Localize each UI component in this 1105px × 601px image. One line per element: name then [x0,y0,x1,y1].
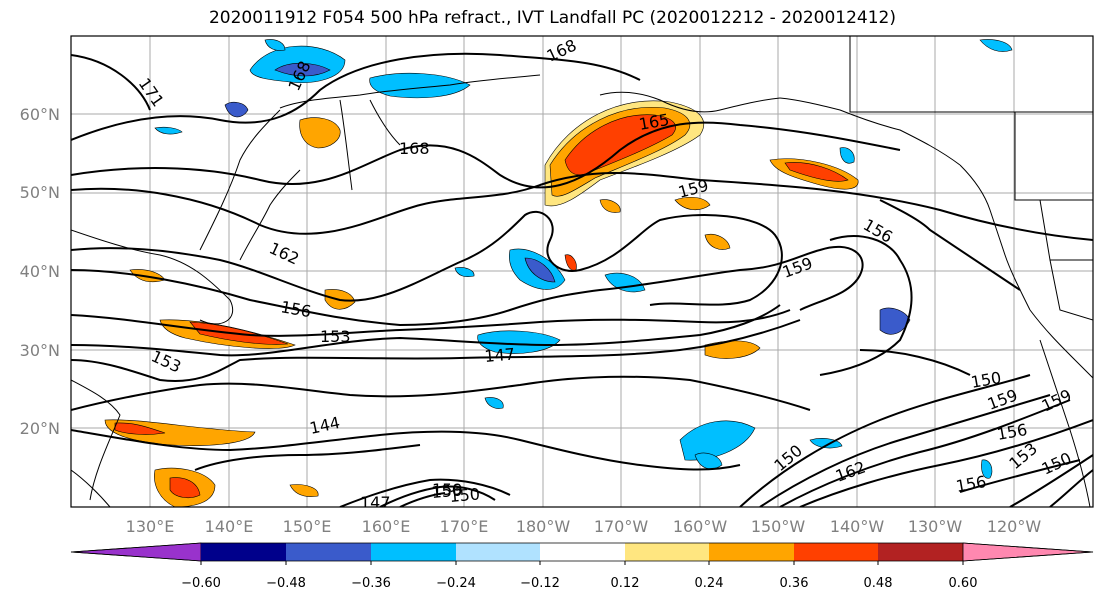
coastlines [71,36,1093,507]
colorbar-segment [878,543,963,561]
colorbar-extension-high [962,542,1094,562]
colorbar-tick-label: 0.24 [695,576,724,591]
colorbar-tick-label: −0.48 [266,576,306,591]
lon-tick-label: 150°W [751,517,806,536]
colorbar-tick-label: −0.12 [520,576,560,591]
lon-tick-label: 170°E [440,517,489,536]
colorbar-tick-label: 0.60 [949,576,978,591]
lat-tick-label: 20°N [20,419,60,438]
colorbar-segment [709,543,794,561]
colorbar-tick-label: 0.12 [611,576,640,591]
lat-tick-label: 30°N [20,341,60,360]
colorbar-segment [540,543,625,561]
colorbar-segment [286,543,371,561]
colorbar-tick-label: −0.24 [436,576,476,591]
map-content: 171 168 168 168 165 162 159 159 159 159 … [71,36,1093,512]
contour-label: 147 [484,344,516,366]
positive-anomaly-fill [104,100,859,507]
lon-tick-label: 140°E [205,517,254,536]
contour-label: 156 [431,480,463,502]
colorbar-labels: −0.60 −0.48 −0.36 −0.24 −0.12 0.12 0.24 0.36 0.4… [181,561,977,591]
lat-tick-label: 60°N [20,105,60,124]
lon-tick-label: 140°W [830,517,885,536]
lon-tick-label: 150°E [283,517,332,536]
lat-tick-label: 50°N [20,183,60,202]
contour-label: 159 [432,480,463,499]
colorbar-tick-label: −0.36 [351,576,391,591]
colorbar-tick-label: 0.36 [780,576,809,591]
latitude-labels: 60°N 50°N 40°N 30°N 20°N [20,105,60,438]
colorbar [70,542,1094,562]
map-frame [70,35,1094,508]
longitude-labels: 130°E 140°E 150°E 160°E 170°E 180°W 170°… [126,517,1042,536]
lon-tick-label: 160°W [673,517,728,536]
colorbar-segment [794,543,878,561]
colorbar-tick-label: 0.48 [864,576,893,591]
contour-label: 150 [449,484,481,506]
lon-tick-label: 180°W [516,517,571,536]
lat-tick-label: 40°N [20,262,60,281]
colorbar-extension-low [70,542,202,562]
colorbar-segment [456,543,540,561]
lon-tick-label: 130°W [908,517,963,536]
lon-tick-label: 160°E [362,517,411,536]
lon-tick-label: 130°E [126,517,175,536]
colorbar-segment [625,543,709,561]
contour-label: 168 [399,139,430,158]
refractivity-contours [71,52,1093,507]
map-title: 2020011912 F054 500 hPa refract., IVT La… [208,8,896,28]
lon-tick-label: 120°W [987,517,1042,536]
lon-tick-label: 170°W [594,517,649,536]
contour-label: 153 [320,327,351,346]
negative-anomaly-fill [154,39,1013,479]
colorbar-tick-label: −0.60 [181,576,221,591]
colorbar-segment [371,543,456,561]
contour-label: 147 [360,493,391,512]
colorbar-segment [201,543,286,561]
